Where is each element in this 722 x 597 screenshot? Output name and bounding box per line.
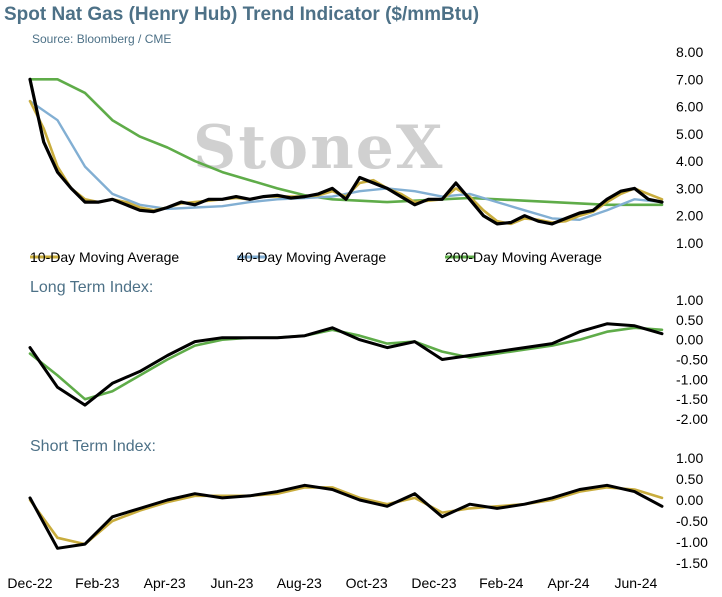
x-tick-label: Jun-23 — [211, 575, 254, 591]
legend-label: 200-Day Moving Average — [445, 249, 602, 265]
y-tick-label: 0.00 — [676, 332, 703, 348]
x-tick-label: Dec-23 — [411, 575, 456, 591]
short-term-panel: 1.00 0.50 0.00 -0.50 -1.00 -1.50 — [28, 450, 708, 571]
y-tick-label: 5.00 — [676, 126, 703, 142]
y-tick-label: 7.00 — [676, 71, 703, 87]
short-term-index-title: Short Term Index: — [30, 438, 156, 455]
y-tick-label: -1.50 — [676, 391, 708, 407]
series-line — [28, 77, 664, 226]
series-line — [28, 99, 664, 222]
y-tick-label: 8.00 — [676, 44, 703, 60]
y-tick-label: -0.50 — [676, 513, 708, 529]
y-tick-label: 0.00 — [676, 492, 703, 508]
y-tick-label: 1.00 — [676, 292, 703, 308]
long-term-index-title: Long Term Index: — [30, 279, 153, 296]
x-tick-label: Apr-24 — [548, 575, 590, 591]
y-tick-label: -1.00 — [676, 371, 708, 387]
stonex-watermark: StoneX — [193, 113, 444, 183]
legend-label: 40-Day Moving Average — [237, 249, 386, 265]
series-line — [28, 483, 664, 550]
legend-label: 10-Day Moving Average — [30, 249, 179, 265]
x-axis: Dec-22 Feb-23 Apr-23 Jun-23 Aug-23 Oct-23 Dec-… — [7, 575, 657, 591]
x-tick-label: Aug-23 — [277, 575, 322, 591]
x-tick-label: Jun-24 — [614, 575, 657, 591]
x-tick-label: Feb-24 — [479, 575, 524, 591]
x-tick-label: Apr-23 — [144, 575, 186, 591]
y-tick-label: 6.00 — [676, 99, 703, 115]
y-tick-label: -0.50 — [676, 352, 708, 368]
y-tick-label: -1.50 — [676, 555, 708, 571]
y-tick-label: 3.00 — [676, 180, 703, 196]
y-tick-label: -1.00 — [676, 534, 708, 550]
x-tick-label: Feb-23 — [75, 575, 120, 591]
y-tick-label: 2.00 — [676, 208, 703, 224]
y-tick-label: 4.00 — [676, 153, 703, 169]
series-line — [28, 486, 664, 546]
y-tick-label: 0.50 — [676, 471, 703, 487]
y-tick-label: 1.00 — [676, 235, 703, 251]
chart-source: Source: Bloomberg / CME — [32, 32, 172, 46]
x-tick-label: Dec-22 — [7, 575, 52, 591]
y-tick-label: -2.00 — [676, 411, 708, 427]
chart-title: Spot Nat Gas (Henry Hub) Trend Indicator… — [4, 4, 480, 25]
series-line — [28, 322, 664, 407]
y-tick-label: 1.00 — [676, 450, 703, 466]
y-tick-label: 0.50 — [676, 312, 703, 328]
price-legend: 10-Day Moving Average 40-Day Moving Avera… — [30, 249, 602, 265]
price-panel: 8.00 7.00 6.00 5.00 4.00 3.00 2.00 1.00 — [28, 44, 703, 251]
long-term-panel: 1.00 0.50 0.00 -0.50 -1.00 -1.50 -2.00 — [28, 292, 708, 427]
x-tick-label: Oct-23 — [346, 575, 388, 591]
